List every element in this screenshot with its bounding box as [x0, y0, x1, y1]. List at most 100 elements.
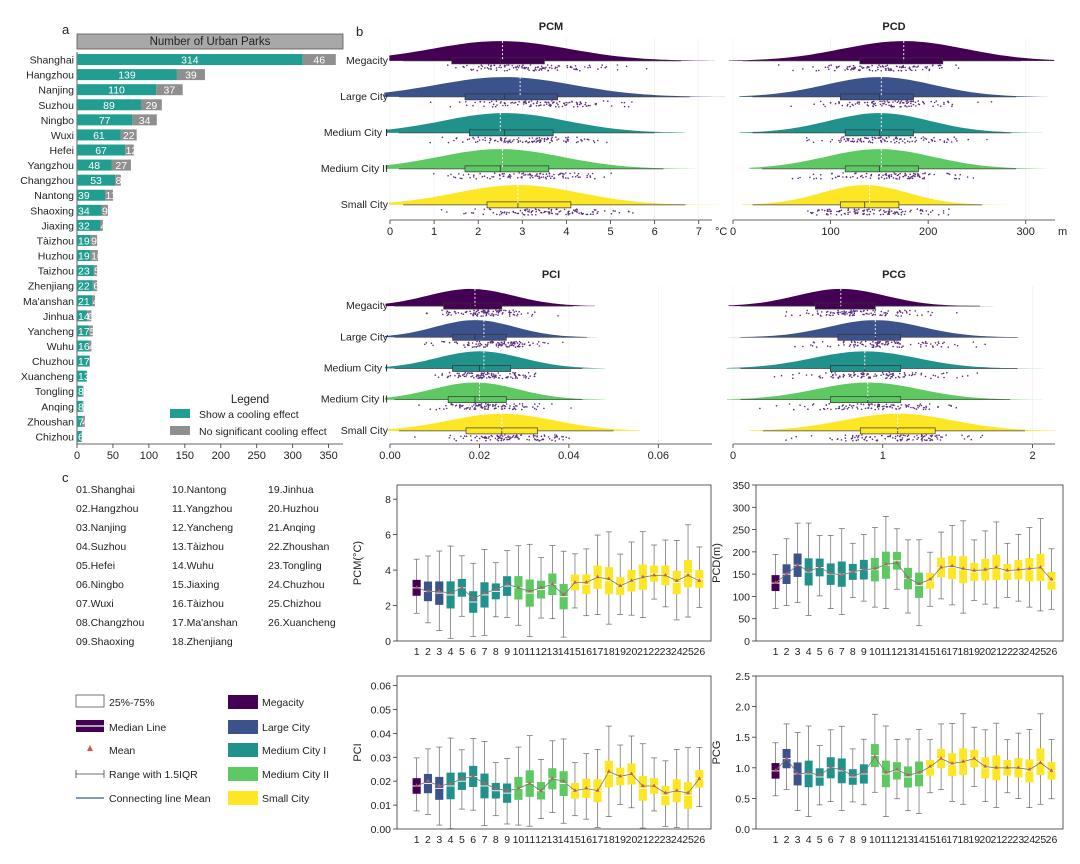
panel-b-rain-point — [878, 137, 880, 139]
panel-b-rain-point — [874, 102, 876, 105]
panel-b-rain-point — [854, 66, 857, 69]
panel-b-rain-point — [627, 210, 630, 213]
panel-b-rain-point — [832, 312, 834, 314]
panel-b-rain-point — [891, 373, 894, 375]
panel-b-rain-point — [898, 208, 901, 211]
panel-b-rain-point — [909, 100, 912, 103]
panel-b-rain-point — [519, 345, 521, 348]
panel-b-rain-point — [495, 313, 497, 316]
panel-b-rain-point — [528, 439, 530, 441]
panel-a-bar-value-no-cooling: 34 — [139, 115, 151, 127]
panel-b-rain-point — [958, 178, 961, 180]
panel-b-rain-point — [785, 311, 788, 313]
panel-c-x-tick-label: 14 — [913, 834, 925, 846]
panel-b-rain-point — [864, 345, 867, 348]
panel-b-rain-point — [448, 341, 451, 344]
panel-b-x-tick-label: 1 — [880, 450, 886, 462]
panel-b-rain-point — [868, 208, 870, 210]
panel-c-x-tick-label: 7 — [839, 646, 845, 658]
panel-b-rain-point — [468, 138, 471, 140]
panel-c-mean-marker — [806, 568, 811, 573]
panel-b-rain-point — [893, 340, 896, 343]
panel-b-rain-point — [912, 406, 914, 409]
panel-b-box — [837, 333, 902, 341]
panel-b-rain-point — [527, 210, 529, 213]
panel-b-rain-point — [845, 175, 848, 178]
panel-b-rain-point — [866, 309, 869, 312]
panel-b-rain-point — [546, 64, 549, 66]
panel-a-bar-value-no-cooling: 4 — [89, 341, 95, 353]
panel-b-rain-point — [874, 373, 876, 375]
panel-b-rain-point — [511, 343, 514, 345]
panel-b-rain-point — [802, 68, 804, 70]
panel-b-rain-point — [912, 439, 914, 441]
panel-b-rain-point — [536, 100, 539, 103]
panel-b-rain-point — [936, 436, 938, 438]
panel-b-rain-point — [807, 408, 809, 411]
panel-b-rain-point — [455, 341, 458, 343]
panel-b-unit: °C — [715, 226, 727, 238]
panel-b-rain-point — [505, 376, 507, 379]
panel-b-rain-point — [511, 436, 514, 438]
panel-b-rain-point — [462, 65, 465, 68]
panel-b-rain-point — [886, 140, 889, 143]
panel-b-rain-point — [881, 105, 883, 107]
panel-b-rain-point — [877, 403, 879, 406]
panel-b-rain-point — [496, 439, 499, 441]
panel-b-rain-point — [798, 372, 800, 375]
panel-c-y-tick-label: 0.5 — [735, 793, 750, 805]
panel-b-rain-point — [479, 374, 481, 377]
panel-b-rain-point — [461, 177, 463, 180]
panel-a-bar-value-no-cooling: 11 — [106, 190, 117, 202]
panel-b-rain-point — [476, 313, 479, 316]
panel-b-rain-point — [445, 407, 448, 410]
panel-b-rain-point — [527, 174, 529, 176]
panel-b-rain-point — [524, 374, 526, 377]
panel-b-rain-point — [548, 211, 551, 214]
panel-b-rain-point — [874, 404, 876, 406]
panel-b-rain-point — [853, 346, 856, 348]
panel-b-rain-point — [900, 70, 903, 72]
panel-b-rain-point — [558, 106, 560, 108]
panel-b-rain-point — [825, 372, 827, 374]
panel-b-rain-point — [551, 175, 553, 178]
panel-b-rain-point — [847, 208, 850, 210]
panel-b-rain-point — [842, 375, 845, 378]
panel-b-rain-point — [554, 436, 557, 438]
panel-b-rain-point — [565, 136, 567, 139]
panel-b-rain-point — [469, 310, 471, 313]
panel-b-rain-point — [777, 64, 780, 66]
panel-b-rain-point — [476, 69, 479, 72]
panel-b-rain-point — [869, 377, 871, 380]
panel-b-rain-point — [871, 208, 874, 211]
legend-class-label: Small City — [262, 793, 310, 805]
panel-b-rain-point — [514, 374, 517, 377]
panel-b-rain-point — [571, 101, 573, 103]
panel-b-rain-point — [517, 177, 519, 179]
panel-a-bar-value-cooling: 53 — [90, 175, 102, 187]
panel-b-rain-point — [894, 211, 897, 214]
panel-b-rain-point — [924, 66, 927, 68]
panel-b-rain-point — [955, 64, 957, 66]
panel-b-rain-point — [528, 101, 530, 103]
panel-a-category-label: Anqing — [41, 401, 74, 413]
panel-a-bar-cooling — [77, 204, 102, 216]
panel-b-rain-point — [849, 343, 852, 346]
panel-b-rain-point — [521, 67, 523, 69]
panel-b-rain-point — [879, 103, 882, 106]
legend-left-label: Median Line — [109, 722, 166, 734]
panel-b-rain-point — [499, 435, 502, 437]
panel-b-rain-point — [485, 377, 488, 379]
panel-b-rain-point — [913, 65, 915, 67]
panel-b-rain-point — [917, 436, 920, 439]
panel-b-rain-point — [885, 136, 888, 139]
panel-b-rain-point — [554, 67, 556, 70]
panel-b-rain-point — [904, 210, 907, 213]
panel-b-rain-point — [616, 64, 619, 66]
panel-b-rain-point — [882, 213, 885, 216]
panel-b-rain-point — [815, 346, 818, 348]
panel-b-rain-point — [848, 314, 851, 317]
panel-c-x-tick-label: 8 — [850, 646, 856, 658]
panel-b-rain-point — [501, 377, 504, 380]
panel-c-x-tick-label: 17 — [946, 834, 958, 846]
